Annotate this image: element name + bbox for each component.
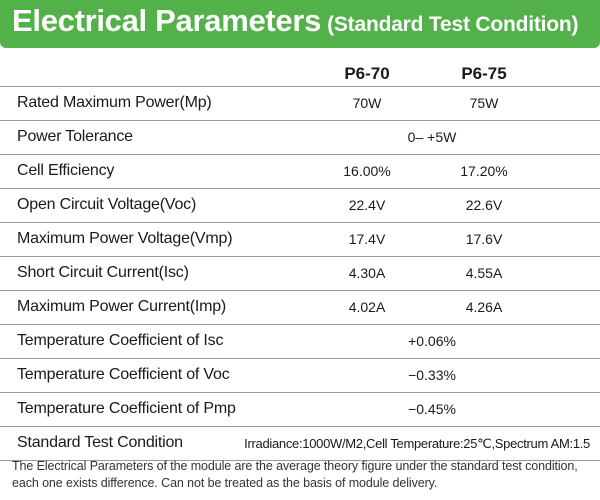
row-label: Temperature Coefficient of Isc: [17, 332, 224, 349]
row-label: Short Circuit Current(Isc): [17, 264, 189, 281]
value-p6-75: 75W: [469, 95, 499, 111]
value-p6-70: 17.4V: [348, 231, 386, 247]
column-header-p6-75: P6-75: [461, 64, 507, 83]
table-row: Temperature Coefficient of Isc +0.06%: [0, 325, 600, 359]
table-row: Standard Test Condition Irradiance:1000W…: [0, 427, 600, 461]
shared-value: −0.33%: [408, 367, 456, 383]
table-row: Rated Maximum Power(Mp) 70W 75W: [0, 87, 600, 121]
table-row: Cell Efficiency 16.00% 17.20%: [0, 155, 600, 189]
page-title: Electrical Parameters (Standard Test Cond…: [12, 3, 579, 39]
row-label: Power Tolerance: [17, 128, 133, 145]
row-label: Temperature Coefficient of Pmp: [17, 400, 236, 417]
table-row: Power Tolerance 0– +5W: [0, 121, 600, 155]
shared-value: 0– +5W: [407, 129, 457, 145]
footnote: The Electrical Parameters of the module …: [12, 459, 578, 490]
section-banner: Electrical Parameters (Standard Test Cond…: [0, 0, 600, 48]
value-p6-70: 4.30A: [348, 265, 386, 281]
row-label: Standard Test Condition: [17, 434, 183, 451]
table-header-row: P6-70 P6-75: [0, 58, 600, 87]
row-label: Open Circuit Voltage(Voc): [17, 196, 197, 213]
value-p6-70: 4.02A: [348, 299, 386, 315]
row-label: Maximum Power Voltage(Vmp): [17, 230, 233, 247]
row-label: Maximum Power Current(Imp): [17, 298, 227, 315]
row-label: Temperature Coefficient of Voc: [17, 366, 230, 383]
value-p6-75: 17.20%: [460, 163, 508, 179]
test-condition-value: Irradiance:1000W/M2,Cell Temperature:25℃…: [244, 436, 590, 451]
table-row: Maximum Power Voltage(Vmp) 17.4V 17.6V: [0, 223, 600, 257]
value-p6-75: 17.6V: [465, 231, 503, 247]
parameters-table: P6-70 P6-75 Rated Maximum Power(Mp) 70W …: [0, 58, 600, 461]
table-row: Open Circuit Voltage(Voc) 22.4V 22.6V: [0, 189, 600, 223]
value-p6-70: 22.4V: [348, 197, 386, 213]
banner-title: Electrical Parameters: [12, 3, 322, 38]
shared-value: −0.45%: [408, 401, 456, 417]
row-label: Cell Efficiency: [17, 162, 115, 179]
column-header-p6-70: P6-70: [344, 64, 390, 83]
table-row: Maximum Power Current(Imp) 4.02A 4.26A: [0, 291, 600, 325]
value-p6-75: 4.26A: [465, 299, 503, 315]
table-row: Temperature Coefficient of Pmp −0.45%: [0, 393, 600, 427]
table-row: Short Circuit Current(Isc) 4.30A 4.55A: [0, 257, 600, 291]
banner-subtitle: (Standard Test Condition): [327, 13, 579, 36]
row-label: Rated Maximum Power(Mp): [17, 94, 212, 111]
shared-value: +0.06%: [408, 333, 456, 349]
value-p6-70: 70W: [352, 95, 382, 111]
value-p6-70: 16.00%: [343, 163, 391, 179]
value-p6-75: 4.55A: [465, 265, 503, 281]
value-p6-75: 22.6V: [465, 197, 503, 213]
table-row: Temperature Coefficient of Voc −0.33%: [0, 359, 600, 393]
